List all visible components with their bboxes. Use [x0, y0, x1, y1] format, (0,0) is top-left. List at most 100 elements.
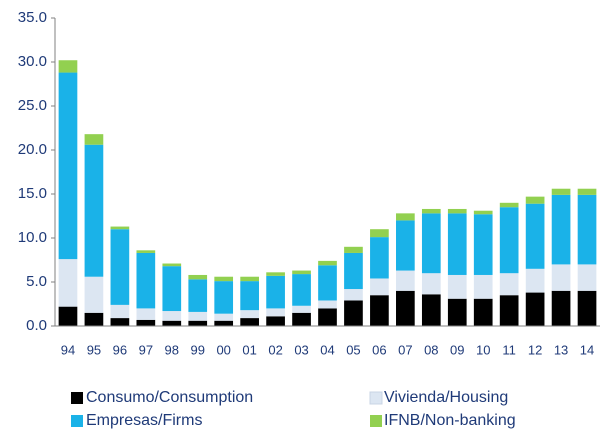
- bar-segment: [499, 273, 519, 296]
- bar-segment: [447, 208, 467, 214]
- x-tick-label: 14: [580, 342, 594, 357]
- bar-segment: [188, 311, 208, 321]
- bar-segment: [421, 213, 441, 274]
- bar-segment: [551, 290, 571, 326]
- y-tick-label: 25.0: [18, 97, 47, 114]
- bar-segment: [110, 229, 130, 305]
- bar-segment: [551, 188, 571, 195]
- bar-segment: [473, 298, 493, 326]
- bar-segment: [292, 270, 311, 275]
- y-tick-label: 30.0: [18, 53, 47, 70]
- bar-segment: [473, 274, 493, 299]
- legend-swatch: [71, 392, 83, 404]
- x-tick-label: 01: [242, 342, 256, 357]
- bar-segment: [266, 272, 285, 276]
- x-tick-label: 96: [113, 342, 127, 357]
- bar-segment: [396, 213, 415, 221]
- bar-segment: [551, 194, 571, 265]
- bar-segment: [162, 263, 182, 267]
- bar-segment: [370, 229, 389, 238]
- x-tick-label: 12: [528, 342, 542, 357]
- bar-segment: [58, 72, 78, 260]
- bar-segment: [370, 295, 389, 326]
- y-tick-label: 35.0: [18, 9, 47, 26]
- bar-segment: [525, 203, 545, 269]
- bar-segment: [370, 278, 389, 296]
- bar-segment: [240, 310, 259, 319]
- bar-segment: [577, 290, 597, 326]
- x-tick-label: 06: [372, 342, 386, 357]
- bar-segment: [421, 273, 441, 295]
- bar-segment: [266, 308, 285, 317]
- x-tick-label: 08: [424, 342, 438, 357]
- bar-segment: [84, 134, 104, 145]
- bar-segment: [344, 289, 363, 301]
- x-tick-label: 98: [165, 342, 179, 357]
- bar-segment: [318, 265, 337, 301]
- x-tick-label: 05: [346, 342, 360, 357]
- x-tick-label: 00: [216, 342, 230, 357]
- bar-segment: [396, 220, 415, 271]
- legend-swatch: [370, 415, 382, 427]
- bar-segment: [499, 202, 519, 208]
- bar-segment: [318, 308, 337, 326]
- bar-segment: [318, 260, 337, 266]
- bar-segment: [188, 279, 208, 312]
- bar-segment: [499, 295, 519, 326]
- legend-label: Consumo/Consumption: [86, 389, 253, 406]
- bar-segment: [214, 276, 234, 282]
- legend-swatch: [71, 415, 83, 427]
- bar-segment: [499, 207, 519, 274]
- x-tick-label: 95: [87, 342, 101, 357]
- bar-segment: [136, 308, 156, 320]
- bar-segment: [162, 311, 182, 321]
- bar-segment: [525, 196, 545, 204]
- bar-segment: [421, 294, 441, 326]
- bar-segment: [525, 292, 545, 326]
- bar-segment: [58, 259, 78, 307]
- x-tick-label: 09: [450, 342, 464, 357]
- bar-segment: [473, 210, 493, 215]
- bar-segment: [370, 237, 389, 279]
- bar-segment: [421, 208, 441, 214]
- x-tick-label: 10: [476, 342, 490, 357]
- bar-segment: [551, 264, 571, 291]
- bar-segment: [447, 298, 467, 326]
- bar-segment: [292, 305, 311, 313]
- bar-segment: [292, 274, 311, 306]
- bar-segment: [447, 274, 467, 299]
- bar-segment: [396, 270, 415, 291]
- bar-segment: [525, 268, 545, 293]
- bar-segment: [162, 266, 182, 312]
- bar-segment: [214, 320, 234, 326]
- x-tick-label: 04: [320, 342, 334, 357]
- legend-label: Empresas/Firms: [86, 412, 202, 429]
- x-tick-label: 94: [61, 342, 75, 357]
- bar-segment: [188, 274, 208, 280]
- bar-segment: [240, 276, 259, 282]
- bar-segment: [344, 246, 363, 253]
- y-tick-label: 20.0: [18, 141, 47, 158]
- bar-segment: [188, 320, 208, 326]
- bar-segment: [344, 252, 363, 290]
- bar-segment: [84, 144, 104, 277]
- x-tick-label: 03: [294, 342, 308, 357]
- bar-segment: [110, 304, 130, 319]
- bar-segment: [110, 318, 130, 326]
- x-tick-label: 07: [398, 342, 412, 357]
- x-tick-label: 11: [502, 342, 516, 357]
- bar-segment: [136, 250, 156, 253]
- bar-segment: [84, 276, 104, 313]
- bar-segment: [162, 320, 182, 326]
- bar-segment: [58, 60, 78, 73]
- bar-segment: [266, 275, 285, 309]
- bar-segment: [577, 264, 597, 291]
- bar-segment: [136, 319, 156, 326]
- legend-label: Vivienda/Housing: [384, 389, 508, 406]
- bar-segment: [396, 290, 415, 326]
- bar-segment: [58, 306, 78, 326]
- bar-segment: [110, 226, 130, 230]
- y-tick-label: 5.0: [26, 273, 47, 290]
- bar-segment: [136, 252, 156, 309]
